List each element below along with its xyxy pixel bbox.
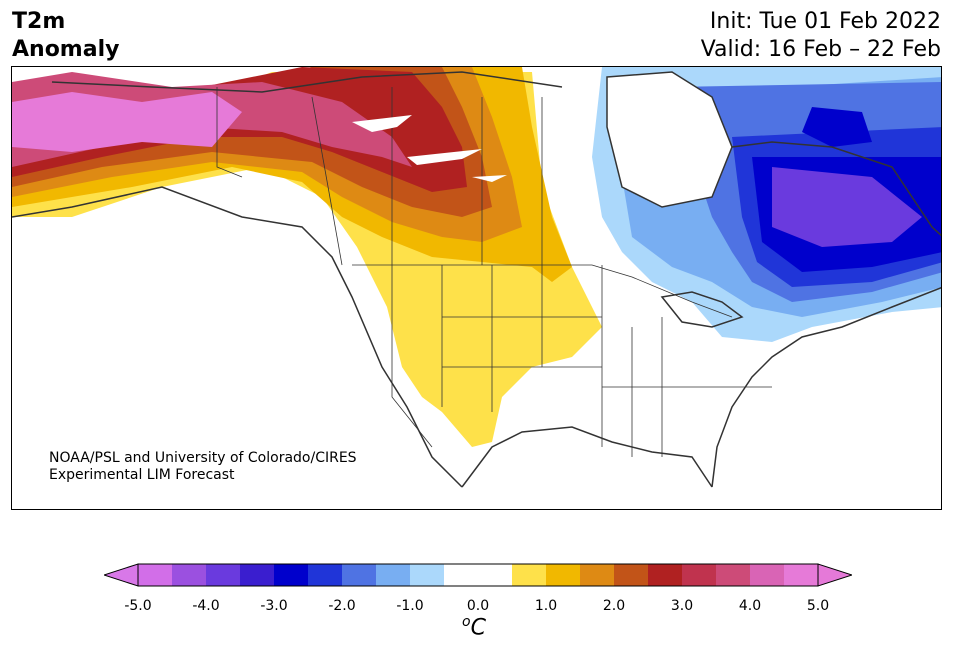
colorbar-tick-label: 4.0 [738,598,762,614]
alaska-border [216,87,243,178]
colorbar-swatch [206,564,241,586]
province-line-1 [311,96,343,266]
colorbar-swatch [682,564,717,586]
colorbar-swatch [444,564,479,586]
water-bodies [12,72,941,509]
valid-date: Valid: 16 Feb – 22 Feb [700,37,941,62]
canada-us-border [352,264,733,318]
great-lakes [660,291,744,328]
title-line-2: Anomaly [12,37,120,62]
colorbar-tick-label: 0.0 [466,598,490,614]
map-canvas [12,67,941,509]
colorbar [104,563,852,587]
warm-anomaly-region [12,67,602,447]
colorbar-tick-label: 1.0 [534,598,558,614]
colorbar-tick-label: -4.0 [192,598,220,614]
colorbar-tick-label: -3.0 [260,598,288,614]
colorbar-tick-label: -5.0 [124,598,152,614]
colorbar-swatch [274,564,309,586]
colorbar-tick-label: -2.0 [328,598,356,614]
degree-symbol: o [462,614,471,630]
colorbar-tick-label: -1.0 [396,598,424,614]
hudson-bay-deep [802,107,872,147]
warm-pink-core [12,92,242,152]
colorbar-swatch [546,564,581,586]
credit-text: NOAA/PSL and University of Colorado/CIRE… [49,450,357,484]
labrador-coast [731,141,941,237]
colorbar-swatch [614,564,649,586]
colorbar-swatch [138,564,173,586]
pacific-coast [12,186,463,488]
colorbar-swatch [784,564,819,586]
warm-red-band [12,67,467,192]
atlantic-ocean [702,317,941,509]
forecast-dates: Init: Tue 01 Feb 2022 Valid: 16 Feb – 22… [701,8,941,64]
colorbar-unit: oC [462,614,486,640]
gulf-of-mexico [482,437,712,509]
atlantic-coast [711,286,941,488]
colorbar-swatch [376,564,411,586]
colorbar-swatch [342,564,377,586]
credit-line-1: NOAA/PSL and University of Colorado/CIRE… [49,450,357,466]
lake-athabasca [472,175,507,182]
colorbar-swatch [716,564,751,586]
colorbar-swatch [512,564,547,586]
gulf-coast [461,426,713,488]
colorbar-swatch [172,564,207,586]
arctic-coast [51,71,563,93]
colorbar-tick-label: 2.0 [602,598,626,614]
colorbar-tick-label: 3.0 [670,598,694,614]
colorbar-swatch [308,564,343,586]
colorbar-swatch [648,564,683,586]
coastlines [12,71,941,488]
colorbar-swatch [750,564,785,586]
colorbar-swatch [580,564,615,586]
colorbar-swatch [240,564,275,586]
great-bear-lake [352,115,412,132]
colorbar-frame [137,563,819,587]
map-title: T2m Anomaly [12,8,119,64]
init-date: Init: Tue 01 Feb 2022 [709,9,941,34]
unit-letter: C [470,615,486,641]
hudson-bay [607,72,732,207]
boundaries [216,87,772,457]
colorbar-swatch [410,564,445,586]
colorbar-swatch [478,564,513,586]
anomaly-map [11,66,942,510]
credit-line-2: Experimental LIM Forecast [49,467,235,483]
colorbar-tick-label: 5.0 [806,598,830,614]
lakes [352,115,507,182]
cool-purple-core [772,167,922,247]
pacific-ocean [12,217,452,509]
great-slave-lake [407,149,482,165]
hudson-bay-coast [606,71,733,208]
title-line-1: T2m [12,9,66,34]
colorbar-over-arrow [817,563,852,587]
colorbar-under-arrow [104,563,139,587]
